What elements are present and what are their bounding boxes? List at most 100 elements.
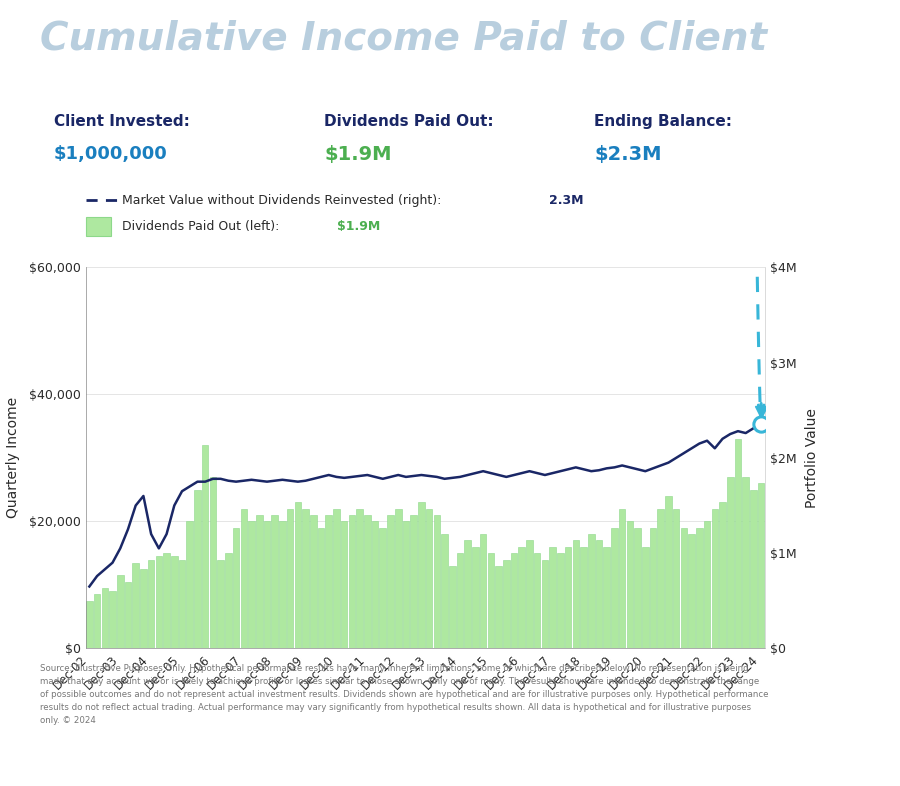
Bar (449, 566, 455, 648)
Bar (186, 521, 193, 648)
FancyBboxPatch shape (86, 217, 111, 236)
Bar (634, 527, 641, 648)
Bar (179, 560, 185, 648)
Bar (480, 534, 486, 648)
Bar (495, 566, 502, 648)
Y-axis label: Quarterly Income: Quarterly Income (6, 397, 21, 519)
Bar (94, 594, 101, 648)
Bar (148, 560, 155, 648)
Text: Ending Balance:: Ending Balance: (594, 114, 732, 129)
Bar (132, 563, 139, 648)
Bar (233, 527, 239, 648)
Bar (364, 515, 371, 648)
Y-axis label: Portfolio Value: Portfolio Value (805, 408, 819, 508)
Bar (542, 560, 548, 648)
Bar (279, 521, 285, 648)
Bar (434, 515, 440, 648)
Bar (248, 521, 255, 648)
Bar (372, 521, 378, 648)
Bar (194, 490, 201, 648)
Bar (588, 534, 595, 648)
Bar (557, 553, 563, 648)
Bar (402, 521, 410, 648)
Bar (302, 509, 309, 648)
Bar (202, 445, 209, 648)
Text: Dividends Paid Out:: Dividends Paid Out: (324, 114, 493, 129)
Bar (734, 439, 742, 648)
Bar (611, 527, 617, 648)
Bar (704, 521, 710, 648)
Bar (580, 547, 587, 648)
Bar (109, 591, 116, 648)
Bar (310, 515, 317, 648)
Bar (380, 527, 386, 648)
Bar (163, 553, 170, 648)
Bar (472, 547, 479, 648)
Bar (549, 547, 556, 648)
Bar (240, 509, 248, 648)
Bar (356, 509, 363, 648)
Bar (619, 509, 625, 648)
Bar (650, 527, 656, 648)
Text: $1.9M: $1.9M (324, 145, 392, 164)
Bar (348, 515, 356, 648)
Bar (264, 521, 270, 648)
Bar (171, 556, 177, 648)
Bar (256, 515, 263, 648)
Bar (534, 553, 541, 648)
Bar (217, 560, 224, 648)
Bar (642, 547, 649, 648)
Bar (712, 509, 718, 648)
Bar (680, 527, 688, 648)
Bar (140, 569, 147, 648)
Text: $1.9M: $1.9M (338, 220, 381, 233)
Text: $1,000,000: $1,000,000 (54, 145, 167, 163)
Bar (318, 527, 324, 648)
Bar (696, 527, 703, 648)
Bar (456, 553, 464, 648)
Bar (341, 521, 347, 648)
Bar (117, 575, 123, 648)
Bar (626, 521, 634, 648)
Bar (326, 515, 332, 648)
Bar (758, 483, 764, 648)
Bar (658, 509, 664, 648)
Bar (102, 588, 108, 648)
Bar (518, 547, 525, 648)
Text: $2.3M: $2.3M (594, 145, 662, 164)
Text: Dividends Paid Out (left):: Dividends Paid Out (left): (122, 220, 287, 233)
Text: Market Value without Dividends Reinvested (right):: Market Value without Dividends Reinveste… (122, 194, 445, 207)
Bar (156, 556, 162, 648)
Bar (125, 582, 131, 648)
Bar (488, 553, 494, 648)
Bar (287, 509, 293, 648)
Bar (225, 553, 231, 648)
Bar (665, 496, 671, 648)
Bar (719, 502, 725, 648)
Bar (511, 553, 517, 648)
Bar (464, 541, 471, 648)
Bar (596, 541, 602, 648)
Bar (426, 509, 432, 648)
Bar (526, 541, 533, 648)
Bar (272, 515, 278, 648)
Bar (742, 477, 749, 648)
Bar (727, 477, 734, 648)
Bar (565, 547, 572, 648)
Bar (387, 515, 394, 648)
Bar (750, 490, 757, 648)
Text: Source: Illustrative Purposes Only. Hypothetical performance results have many i: Source: Illustrative Purposes Only. Hypo… (40, 664, 769, 725)
Bar (688, 534, 695, 648)
Bar (210, 477, 216, 648)
Bar (603, 547, 610, 648)
Text: 2.3M: 2.3M (549, 194, 583, 207)
Bar (395, 509, 401, 648)
Bar (503, 560, 509, 648)
Text: Cumulative Income Paid to Client: Cumulative Income Paid to Client (40, 20, 768, 57)
Bar (673, 509, 680, 648)
Bar (333, 509, 339, 648)
Bar (441, 534, 448, 648)
Bar (410, 515, 417, 648)
Bar (418, 502, 425, 648)
Bar (294, 502, 302, 648)
